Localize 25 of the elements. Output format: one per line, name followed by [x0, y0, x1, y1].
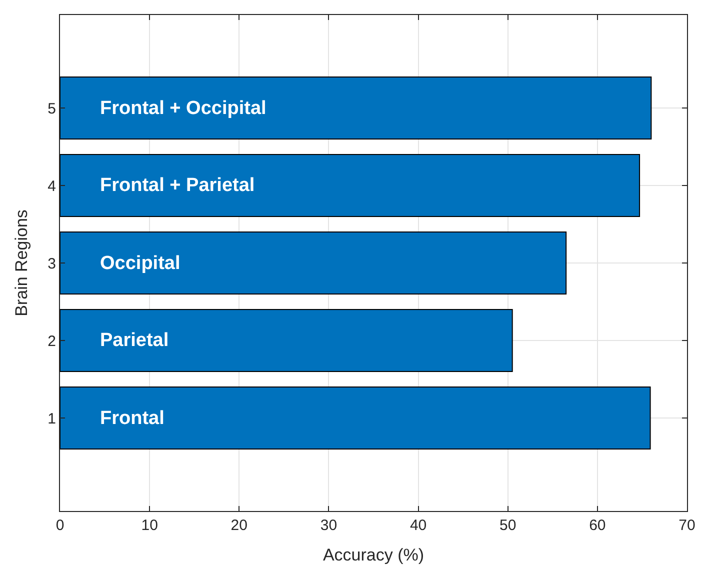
annotation: Occipital — [100, 253, 180, 274]
x-axis-title: Accuracy (%) — [322, 545, 424, 564]
bar — [60, 154, 640, 217]
bar — [60, 76, 652, 140]
y-tick-label: 3 — [48, 255, 56, 272]
x-tick-label: 10 — [141, 517, 158, 534]
x-tick-label: 50 — [500, 517, 516, 534]
annotation: Frontal + Occipital — [100, 98, 266, 119]
annotation: Frontal + Parietal — [100, 175, 255, 196]
x-tick-label: 40 — [410, 517, 427, 534]
x-tick-label: 20 — [230, 517, 248, 534]
x-tick-label: 30 — [320, 517, 338, 534]
y-tick-label: 2 — [48, 332, 56, 350]
y-tick-label: 4 — [48, 178, 56, 195]
bar — [60, 386, 651, 450]
x-tick-label: 70 — [678, 517, 696, 534]
annotation: Frontal — [100, 408, 164, 429]
y-tick-label: 1 — [48, 410, 56, 428]
x-tick-label: 60 — [589, 517, 606, 534]
x-tick-label: 0 — [56, 517, 64, 534]
y-axis-title: Brain Regions — [12, 210, 32, 316]
annotation: Parietal — [100, 330, 169, 351]
bar — [60, 232, 567, 294]
bar — [60, 309, 513, 372]
y-tick-label: 5 — [48, 100, 56, 118]
